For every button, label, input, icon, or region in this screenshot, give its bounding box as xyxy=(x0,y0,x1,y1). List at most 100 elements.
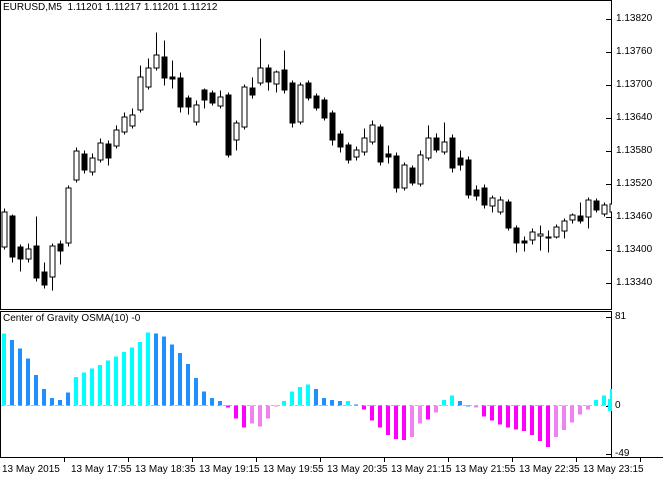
candle xyxy=(513,225,520,253)
histogram-bar xyxy=(98,365,102,406)
candle xyxy=(369,120,376,145)
candle-body-bull xyxy=(89,157,96,173)
candle-body-bear xyxy=(201,89,208,101)
histogram-bar xyxy=(26,358,30,406)
candle xyxy=(585,197,592,229)
price-axis-label: 1.13340 xyxy=(616,277,653,288)
histogram-bar xyxy=(154,333,158,406)
candle-body-bear xyxy=(409,167,416,184)
candle-body-bear xyxy=(505,201,512,229)
candle xyxy=(201,88,208,109)
candle-body-bear xyxy=(329,112,336,141)
candle xyxy=(345,142,352,164)
candle-body-bear xyxy=(225,94,232,156)
candle xyxy=(233,120,240,151)
histogram-bar xyxy=(298,386,302,406)
candle-body-bull xyxy=(65,187,72,244)
candle xyxy=(505,199,512,231)
candle-body-bull xyxy=(25,248,32,260)
histogram-bar xyxy=(426,405,430,420)
candle-body-bull xyxy=(497,199,504,213)
candle-body-bull xyxy=(137,76,144,111)
histogram-bar xyxy=(394,405,398,440)
candle xyxy=(73,147,80,183)
histogram-bar xyxy=(514,405,518,430)
candle xyxy=(281,50,288,94)
histogram-bar xyxy=(74,377,78,406)
candle-body-bear xyxy=(9,215,16,258)
candle-body-bull xyxy=(601,204,608,215)
candle-body-bear xyxy=(473,189,480,197)
candle xyxy=(97,138,104,163)
time-axis[interactable] xyxy=(0,457,663,479)
histogram-bar xyxy=(202,391,206,406)
candle xyxy=(449,134,456,173)
candle-body-bear xyxy=(33,245,40,279)
candle xyxy=(313,93,320,111)
time-label: 13 May 20:35 xyxy=(327,464,388,475)
main-panel-border xyxy=(0,0,612,310)
time-label: 13 May 19:55 xyxy=(263,464,324,475)
histogram-bar xyxy=(114,356,118,406)
candle-body-bear xyxy=(169,76,176,80)
histogram-bar xyxy=(250,405,254,424)
histogram-bar xyxy=(146,332,150,406)
candle xyxy=(393,152,400,193)
histogram-bar xyxy=(602,395,606,406)
candle xyxy=(401,162,408,191)
histogram-bar xyxy=(370,405,374,421)
candle xyxy=(265,64,272,91)
histogram-bar xyxy=(546,405,550,448)
candle-body-bull xyxy=(73,150,80,181)
histogram-bar xyxy=(130,347,134,406)
candle xyxy=(25,243,32,263)
price-axis-label: 1.13820 xyxy=(616,13,653,24)
histogram-bar xyxy=(178,353,182,406)
histogram-bar xyxy=(610,389,612,406)
candle-body-bear xyxy=(289,82,296,124)
candle xyxy=(433,133,440,153)
histogram-bar xyxy=(314,389,318,406)
indicator-panel[interactable] xyxy=(0,311,612,458)
histogram-bar xyxy=(450,395,454,406)
candle-body-bull xyxy=(561,220,568,232)
histogram-bar xyxy=(578,405,582,415)
histogram-bar xyxy=(378,405,382,428)
histogram-bar xyxy=(90,368,94,406)
candle-body-bull xyxy=(121,116,128,133)
candle-body-bear xyxy=(17,246,24,260)
time-label: 13 May 19:15 xyxy=(199,464,260,475)
candle xyxy=(193,100,200,126)
price-axis-label: 1.13640 xyxy=(616,112,653,123)
candle xyxy=(425,125,432,161)
histogram-bar xyxy=(506,405,510,428)
candle xyxy=(169,60,176,89)
time-label: 13 May 23:15 xyxy=(583,464,644,475)
candle-body-bear xyxy=(249,87,256,96)
candle-body-bear xyxy=(305,82,312,99)
candle-body-bear xyxy=(481,187,488,206)
candle xyxy=(1,208,8,250)
time-label: 13 May 2015 xyxy=(2,464,60,475)
histogram-bar xyxy=(2,333,6,406)
candle-body-bull xyxy=(217,96,224,107)
candle xyxy=(297,82,304,125)
candle-body-bear xyxy=(57,243,64,252)
histogram-bar xyxy=(330,400,334,406)
candle-body-bear xyxy=(313,95,320,109)
histogram-bar xyxy=(194,378,198,406)
histogram-bar xyxy=(138,342,142,406)
candle-body-bear xyxy=(209,92,216,104)
candle xyxy=(601,202,608,217)
candle-body-bull xyxy=(537,233,544,237)
candle-body-bear xyxy=(377,126,384,163)
histogram-bar xyxy=(226,405,230,408)
candle-body-bull xyxy=(417,154,424,185)
candle xyxy=(217,90,224,109)
candle-body-bear xyxy=(433,137,440,151)
main-chart-panel[interactable] xyxy=(0,0,612,310)
candle xyxy=(385,145,392,164)
candle xyxy=(465,156,472,199)
candle-body-bull xyxy=(257,67,264,84)
